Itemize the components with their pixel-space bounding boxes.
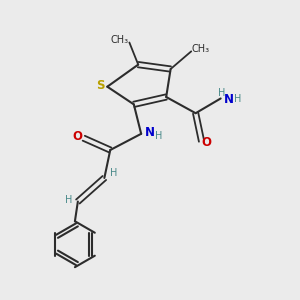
Text: N: N xyxy=(224,93,234,106)
Text: O: O xyxy=(73,130,83,143)
Text: CH₃: CH₃ xyxy=(111,35,129,45)
Text: H: H xyxy=(154,131,162,141)
Text: H: H xyxy=(65,195,73,205)
Text: CH₃: CH₃ xyxy=(192,44,210,54)
Text: H: H xyxy=(218,88,226,98)
Text: S: S xyxy=(96,79,104,92)
Text: O: O xyxy=(202,136,212,149)
Text: H: H xyxy=(110,168,117,178)
Text: N: N xyxy=(144,126,154,139)
Text: H: H xyxy=(234,94,242,104)
